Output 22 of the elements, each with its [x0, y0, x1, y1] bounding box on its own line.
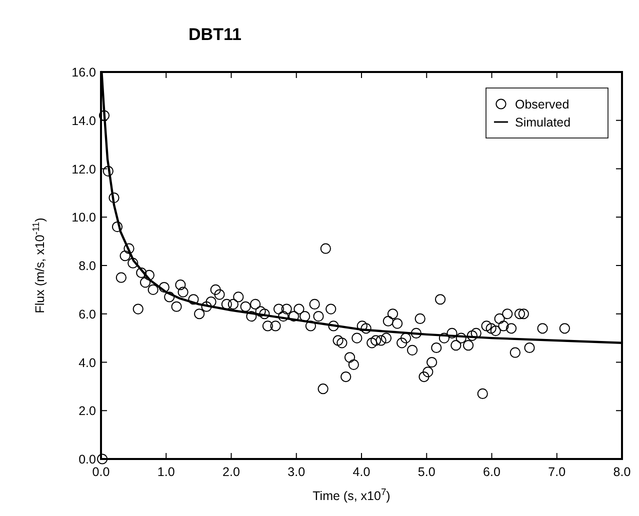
y-tick-label: 10.0: [72, 210, 96, 225]
y-tick-label: 2.0: [78, 404, 96, 418]
y-tick-label: 16.0: [72, 66, 96, 80]
x-tick-label: 5.0: [418, 465, 436, 479]
y-tick-label: 0.0: [78, 452, 96, 466]
y-tick-label: 8.0: [78, 259, 96, 273]
legend-label: Simulated: [515, 116, 571, 130]
y-tick-label: 14.0: [72, 114, 96, 128]
x-tick-label: 0.0: [92, 465, 110, 479]
chart-title: DBT11: [188, 25, 242, 44]
x-tick-label: 6.0: [483, 465, 500, 479]
y-tick-label: 12.0: [72, 162, 96, 176]
x-tick-label: 4.0: [352, 465, 370, 479]
y-tick-label: 4.0: [78, 356, 96, 370]
x-tick-label: 7.0: [548, 465, 566, 479]
x-tick-label: 1.0: [157, 465, 175, 479]
legend-label: Observed: [515, 98, 570, 112]
x-axis-title: Time (s, x10$^{7}$): [312, 487, 390, 503]
x-tick-label: 3.0: [288, 465, 306, 479]
y-tick-label: 6.0: [78, 307, 96, 322]
x-tick-label: 2.0: [222, 465, 240, 479]
x-tick-label: 8.0: [613, 465, 631, 479]
